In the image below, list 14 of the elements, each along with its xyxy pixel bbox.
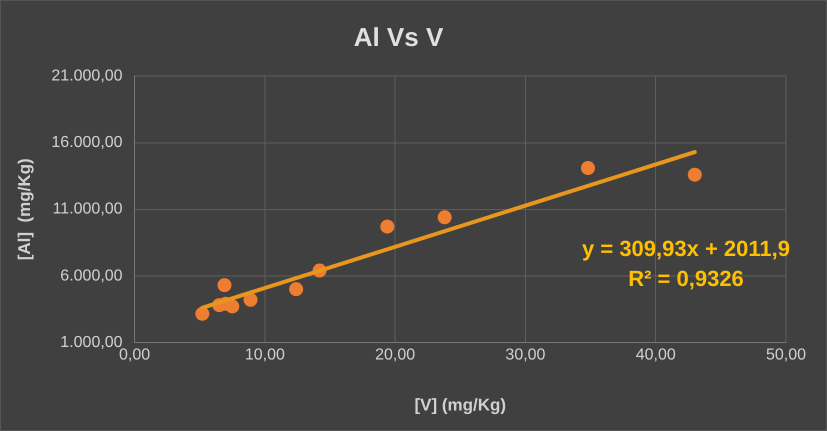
y-tick-label: 11.000,00 [52,200,123,218]
annotation: y = 309,93x + 2011,9 R² = 0,9326 [582,236,790,291]
x-tick-label: 0,00 [119,346,150,364]
y-tick-label: 16.000,00 [51,134,123,152]
x-tick-label: 40,00 [636,346,676,364]
x-tick-label: 20,00 [375,346,416,364]
y-tick-label: 21.000,00 [51,68,123,85]
x-tick-label: 10,00 [244,346,285,364]
x-axis-title: [V] (mg/Kg) [414,395,506,414]
x-tick-label: 50,00 [766,346,806,364]
y-tick-label: 6.000,00 [60,267,123,284]
x-tick-label: 30,00 [505,346,546,364]
chart-title: Al Vs V [354,22,444,52]
y-axis-title: [Al] (mg/Kg) [14,158,34,260]
